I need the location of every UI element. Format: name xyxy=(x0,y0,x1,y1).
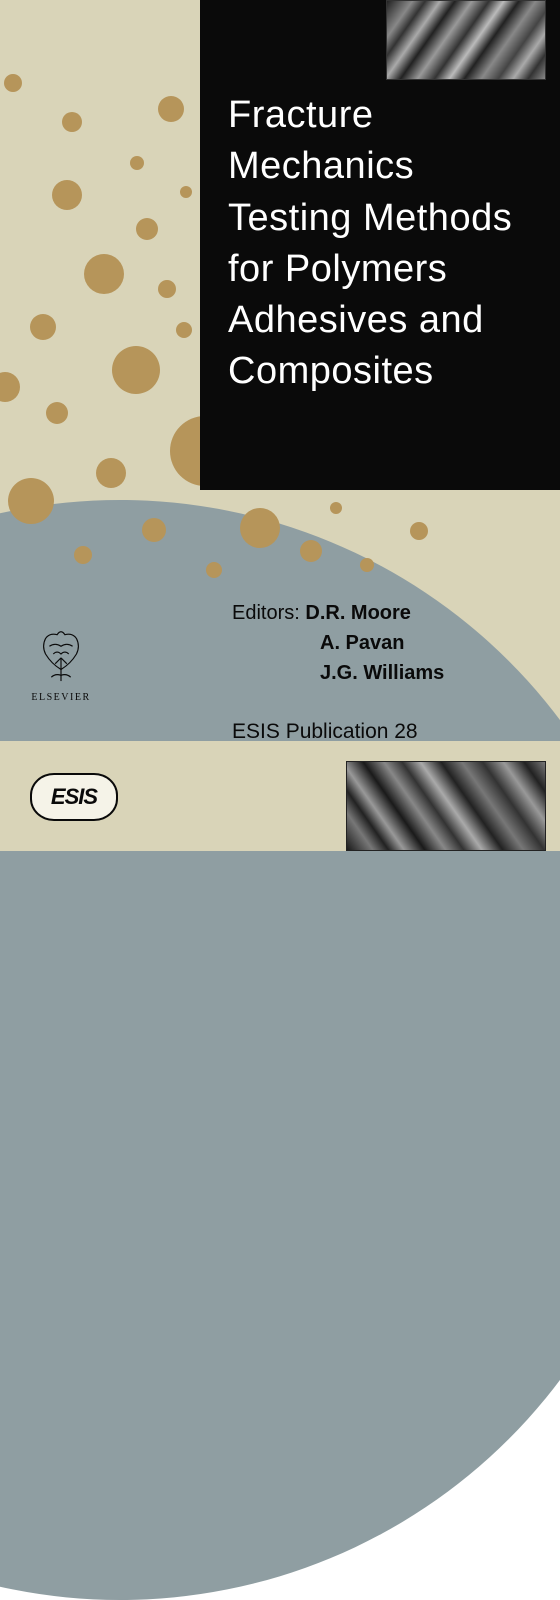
gold-circle xyxy=(46,402,68,424)
gold-circle xyxy=(180,186,192,198)
gold-circle xyxy=(142,518,166,542)
gold-circle xyxy=(30,314,56,340)
gold-circle xyxy=(84,254,124,294)
fracture-micrograph-bottom xyxy=(346,761,546,851)
elsevier-logo: ELSEVIER xyxy=(26,625,96,703)
gold-circle xyxy=(96,458,126,488)
gold-circle xyxy=(240,508,280,548)
editors-block: Editors: D.R. Moore A. Pavan J.G. Willia… xyxy=(232,598,444,688)
gold-circle xyxy=(410,522,428,540)
esis-text: ESIS xyxy=(51,784,97,810)
title-line: Composites xyxy=(228,346,532,397)
gold-circle xyxy=(158,280,176,298)
gold-circle xyxy=(176,322,192,338)
elsevier-label: ELSEVIER xyxy=(26,692,96,703)
title-line: Testing Methods xyxy=(228,193,532,244)
gold-circle xyxy=(360,558,374,572)
gold-circle xyxy=(330,502,342,514)
gold-circle xyxy=(112,346,160,394)
gold-circle xyxy=(130,156,144,170)
editor-name-2: A. Pavan xyxy=(232,628,444,658)
title-line: Mechanics xyxy=(228,141,532,192)
gold-circle xyxy=(8,478,54,524)
editor-row-1: Editors: D.R. Moore xyxy=(232,598,444,628)
title-line: Adhesives and xyxy=(228,295,532,346)
book-cover: FractureMechanicsTesting Methodsfor Poly… xyxy=(0,0,560,851)
book-title: FractureMechanicsTesting Methodsfor Poly… xyxy=(228,90,532,398)
editor-name-1: D.R. Moore xyxy=(305,602,411,624)
elsevier-tree-icon xyxy=(32,625,90,683)
editors-label: Editors: xyxy=(232,602,300,624)
gold-circle xyxy=(136,218,158,240)
gold-circle xyxy=(300,540,322,562)
gold-circle xyxy=(158,96,184,122)
editor-name-3: J.G. Williams xyxy=(232,658,444,688)
title-line: for Polymers xyxy=(228,244,532,295)
fracture-micrograph-top xyxy=(386,0,546,80)
gold-circle xyxy=(206,562,222,578)
title-line: Fracture xyxy=(228,90,532,141)
gold-circle xyxy=(52,180,82,210)
gold-circle xyxy=(4,74,22,92)
gold-circle xyxy=(74,546,92,564)
publication-line: ESIS Publication 28 xyxy=(232,720,418,744)
gold-circle xyxy=(62,112,82,132)
esis-logo: ESIS xyxy=(30,773,118,821)
